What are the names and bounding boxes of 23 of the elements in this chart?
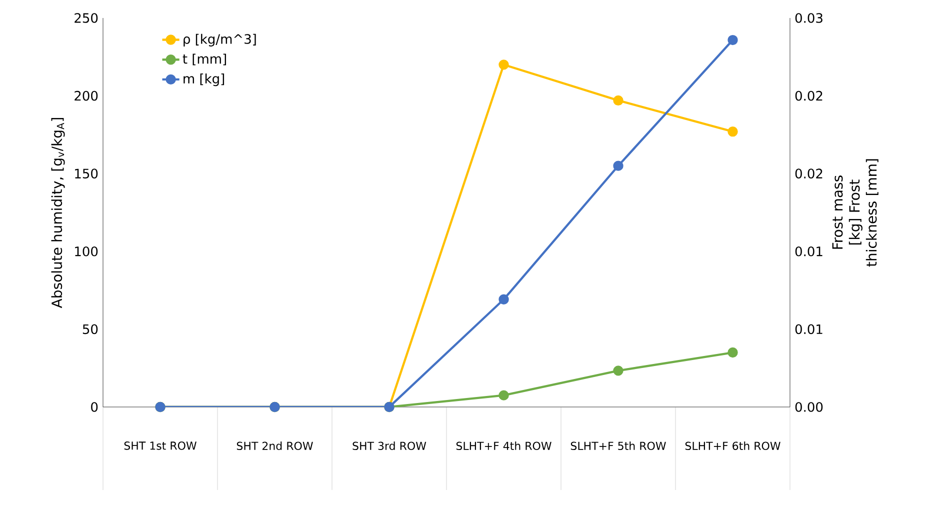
x-tick-label: SHT 2nd ROW <box>236 442 313 450</box>
x-tick-label: SHT 1st ROW <box>124 442 196 450</box>
y2-tick-label: 0.00 <box>795 402 823 412</box>
y2-tick-label: 0.01 <box>795 246 822 256</box>
legend-label: t [mm] <box>182 54 226 66</box>
y-axis-title: Absolute humidity, [g$_{v}$/kg$_{A}$] <box>51 118 65 308</box>
legend-label: m [kg] <box>184 74 224 86</box>
y-tick-label: 200 <box>74 90 98 101</box>
legend-label: ρ [kg/m^3] <box>184 34 256 47</box>
y2-tick-label: 0.03 <box>795 13 822 23</box>
y-tick-label: 50 <box>82 324 98 334</box>
y-tick-label: 150 <box>75 168 98 179</box>
y-tick-label: 100 <box>75 246 98 256</box>
y2-tick-label: 0.01 <box>795 324 822 334</box>
y-tick-label: 0 <box>91 402 98 412</box>
y2-axis-title: Frost mass [kg] Frost thickness [mm] <box>832 159 878 267</box>
x-tick-label: SLHT+F 6th ROW <box>685 442 780 450</box>
y-tick-label: 250 <box>74 13 98 23</box>
y2-tick-label: 0.02 <box>795 90 822 101</box>
x-tick-label: SHT 3rd ROW <box>352 442 426 450</box>
x-tick-label: SLHT+F 4th ROW <box>456 442 552 450</box>
y2-tick-label: 0.02 <box>795 168 822 179</box>
x-tick-label: SLHT+F 5th ROW <box>570 442 666 450</box>
